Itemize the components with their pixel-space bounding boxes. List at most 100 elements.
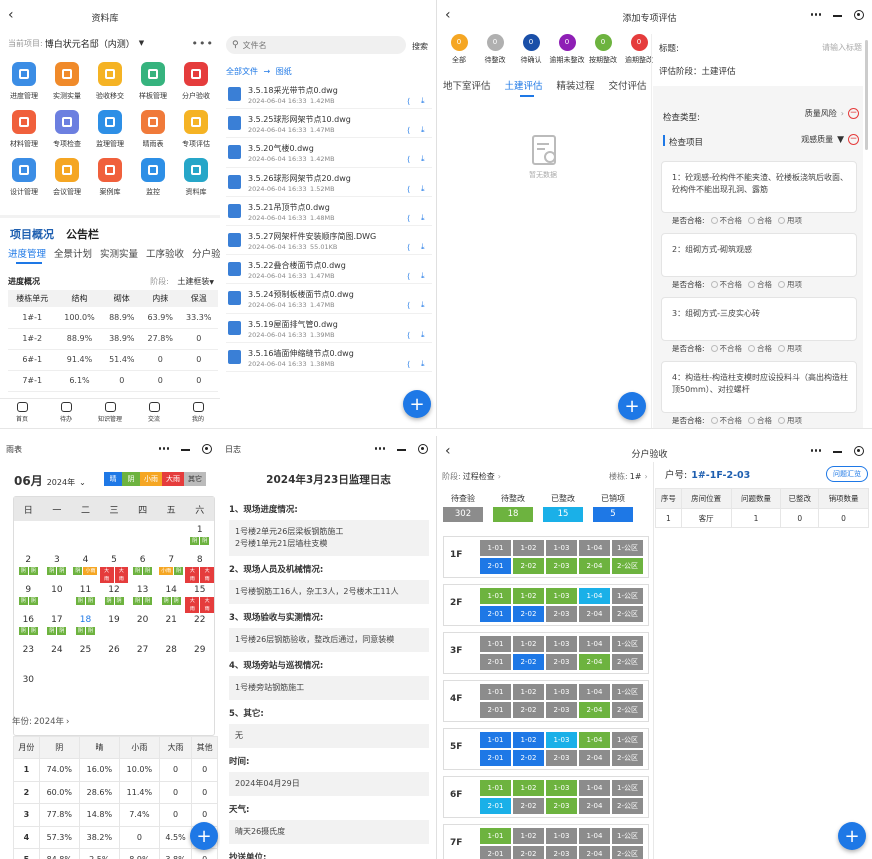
module-meeting[interactable]: 会议管理 (47, 158, 87, 197)
unit-cell[interactable]: 1-03 (546, 828, 577, 844)
calendar-day[interactable]: 12 阴阴 (100, 585, 129, 605)
status-count[interactable]: 待查验 302 (443, 493, 483, 522)
file-item[interactable]: 3.5.27网架杆件安装顺序简图.DWG 2024-06-04 16:33 55.0… (226, 226, 432, 256)
nav-item[interactable]: 待办 (44, 399, 88, 428)
unit-cell[interactable]: 2-03 (546, 558, 577, 574)
unit-cell[interactable]: 1-02 (513, 780, 544, 796)
close-icon[interactable] (202, 444, 212, 454)
radio-option[interactable]: 不合格 (710, 415, 742, 426)
project-bar[interactable]: 当前项目: 博白状元名邸（内测） ▼ ••• (8, 36, 214, 50)
unit-cell[interactable]: 2-02 (513, 654, 544, 670)
unit-cell[interactable]: 1-01 (480, 684, 511, 700)
download-icon[interactable]: ⤓ (421, 96, 425, 105)
unit-cell[interactable]: 2-公区 (612, 558, 643, 574)
close-icon[interactable] (854, 10, 864, 20)
status-count[interactable]: 0 待整改 (477, 34, 513, 65)
unit-cell[interactable]: 2-02 (513, 798, 544, 814)
unit-cell[interactable]: 1-03 (546, 540, 577, 556)
download-icon[interactable]: ⤓ (421, 358, 425, 368)
unit-cell[interactable]: 2-公区 (612, 606, 643, 622)
table-row[interactable]: 457.3%38.2%04.5%0 (13, 825, 218, 849)
radio-option[interactable]: 甩项 (778, 279, 802, 290)
calendar-day[interactable]: 4 阴小雨 (71, 555, 100, 575)
module-edit[interactable]: 验收移交 (90, 62, 130, 101)
unit-cell[interactable]: 1-01 (480, 732, 511, 748)
download-icon[interactable]: ⤓ (421, 212, 425, 222)
calendar-day[interactable]: 11 阴阴 (71, 585, 100, 605)
unit-cell[interactable]: 1-02 (513, 828, 544, 844)
table-row[interactable]: 1 客厅 1 0 0 (655, 508, 869, 528)
assessment-tab[interactable]: 交付评估 (608, 81, 647, 92)
unit-cell[interactable]: 2-04 (579, 606, 610, 622)
assessment-tab[interactable]: 地下室评估 (443, 81, 491, 92)
unit-cell[interactable]: 1-04 (579, 732, 610, 748)
calendar-day[interactable]: 18 阴阴 (71, 615, 100, 635)
unit-cell[interactable]: 2-01 (480, 702, 511, 718)
calendar-day[interactable]: 10 (51, 585, 63, 595)
share-icon[interactable]: ⟨ (407, 330, 411, 340)
file-item[interactable]: 3.5.19屋面排气管0.dwg 2024-06-04 16:33 1.39MB ⟨ ⤓ (226, 314, 432, 343)
unit-cell[interactable]: 2-03 (546, 702, 577, 718)
unit-cell[interactable]: 2-04 (579, 798, 610, 814)
table-row[interactable]: 6#-1 91.4% 51.4% 0 0 (8, 349, 218, 370)
share-icon[interactable]: ⟨ (407, 213, 411, 223)
unit-cell[interactable]: 1-01 (480, 780, 511, 796)
download-icon[interactable]: ⤓ (421, 125, 425, 135)
status-count[interactable]: 0 全部 (441, 34, 477, 65)
calendar-day[interactable]: 5 大雨 大雨 (99, 555, 129, 583)
module-supervise[interactable]: 监理管理 (90, 110, 130, 149)
unit-cell[interactable]: 2-04 (579, 654, 610, 670)
unit-cell[interactable]: 1-公区 (612, 828, 643, 844)
more-icon[interactable] (811, 449, 821, 453)
search-box[interactable]: ⚲ (226, 36, 406, 54)
close-icon[interactable] (854, 446, 864, 456)
unit-cell[interactable]: 2-公区 (612, 654, 643, 670)
unit-cell[interactable]: 1-03 (546, 588, 577, 604)
unit-cell[interactable]: 2-公区 (612, 798, 643, 814)
download-icon[interactable]: ⤓ (421, 300, 425, 310)
table-row[interactable]: 3 77.8% 14.8% 7.4% 0 0 (13, 803, 218, 827)
unit-cell[interactable]: 2-03 (546, 750, 577, 766)
radio-option[interactable]: 甩项 (778, 415, 802, 426)
share-icon[interactable]: ⟨ (407, 97, 411, 106)
unit-cell[interactable]: 2-01 (480, 606, 511, 622)
unit-cell[interactable]: 1-02 (513, 588, 544, 604)
crumb-current[interactable]: 图纸 (275, 67, 292, 76)
module-image[interactable]: 设计管理 (4, 158, 44, 197)
unit-cell[interactable]: 2-01 (480, 558, 511, 574)
unit-cell[interactable]: 1-02 (513, 636, 544, 652)
unit-cell[interactable]: 1-03 (546, 780, 577, 796)
calendar-day[interactable]: 25 (79, 645, 92, 655)
unit-cell[interactable]: 2-04 (579, 702, 610, 718)
file-item[interactable]: 3.5.22叠合楼面节点0.dwg 2024-06-04 16:33 1.47MB ⟨… (226, 255, 432, 285)
module-template[interactable]: 样板管理 (133, 62, 173, 101)
calendar-day[interactable]: 8 大雨 大雨 (185, 555, 215, 583)
add-button[interactable]: + (190, 822, 218, 850)
unit-cell[interactable]: 2-03 (546, 654, 577, 670)
unit-cell[interactable]: 1-04 (579, 588, 610, 604)
issue-overview-button[interactable]: 问题汇览 (826, 466, 868, 482)
table-row[interactable]: 1#-2 88.9% 38.9% 27.8% 0 (8, 328, 218, 349)
unit-cell[interactable]: 1-01 (480, 636, 511, 652)
file-item[interactable]: 3.5.24预制板楼面节点0.dwg 2024-06-04 16:33 1.47MB… (226, 284, 432, 314)
unit-cell[interactable]: 2-01 (480, 750, 511, 766)
status-count[interactable]: 已整改 15 (543, 493, 583, 522)
search-input[interactable] (242, 40, 393, 50)
more-icon[interactable] (159, 447, 169, 451)
unit-cell[interactable]: 2-01 (480, 654, 511, 670)
file-item[interactable]: 3.5.26球形网架节点20.dwg 2024-06-04 16:33 1.52MB… (226, 168, 432, 197)
unit-cell[interactable]: 1-公区 (612, 684, 643, 700)
unit-cell[interactable]: 1-公区 (612, 588, 643, 604)
unit-cell[interactable]: 1-01 (480, 588, 511, 604)
module-inspect[interactable]: 专项检查 (47, 110, 87, 149)
module-material[interactable]: 材料管理 (4, 110, 44, 149)
unit-cell[interactable]: 1-公区 (612, 636, 643, 652)
back-icon[interactable]: ‹ (8, 7, 14, 23)
calendar-day[interactable]: 19 (108, 615, 120, 625)
unit-cell[interactable]: 2-02 (513, 606, 544, 622)
sub-tab[interactable]: 全景计划 (54, 249, 93, 260)
nav-item[interactable]: 首页 (0, 399, 44, 428)
